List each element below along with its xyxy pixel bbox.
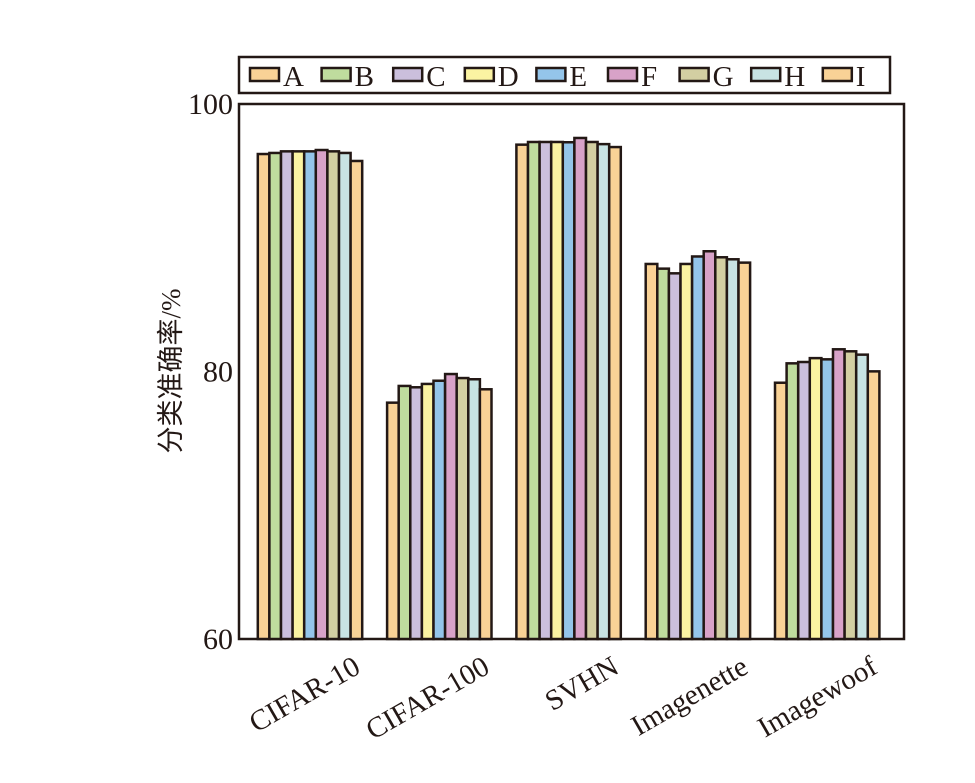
bar-E-Imagewoof	[820, 358, 835, 641]
bar-F-SVHN	[573, 136, 588, 641]
bar-B-CIFAR-10	[268, 151, 283, 641]
bar-H-SVHN	[596, 142, 611, 641]
bar-A-CIFAR-100	[385, 401, 400, 641]
legend-swatch-G	[678, 66, 710, 83]
bar-C-CIFAR-10	[279, 150, 294, 641]
legend-label: C	[426, 61, 445, 93]
y-axis-label: 分类准确率/%	[156, 289, 186, 454]
bar-D-Imagenette	[679, 262, 694, 641]
x-tick-label: CIFAR-10	[244, 650, 366, 739]
bar-B-CIFAR-100	[397, 384, 412, 641]
y-tick-label: 100	[188, 88, 233, 121]
legend-label: E	[569, 61, 587, 93]
bar-F-CIFAR-100	[443, 372, 458, 641]
bar-H-CIFAR-10	[337, 151, 352, 641]
bar-A-Imagewoof	[773, 381, 788, 641]
bar-E-SVHN	[561, 141, 576, 641]
legend-swatch-F	[606, 66, 639, 83]
bar-A-CIFAR-10	[256, 152, 271, 641]
bar-E-CIFAR-10	[302, 150, 318, 641]
bar-E-CIFAR-100	[432, 379, 447, 641]
bar-G-Imagewoof	[843, 350, 858, 641]
bar-G-SVHN	[584, 140, 599, 641]
bar-E-Imagenette	[690, 255, 705, 641]
legend-swatch-B	[320, 66, 352, 83]
bar-G-CIFAR-100	[455, 376, 470, 641]
legend-swatch-A	[248, 66, 281, 83]
legend-swatch-D	[463, 66, 496, 83]
legend-label: H	[784, 61, 805, 93]
bar-I-SVHN	[607, 145, 623, 641]
legend-swatch-H	[749, 66, 782, 83]
legend-swatch-C	[391, 66, 424, 83]
legend-label: D	[498, 61, 519, 93]
bar-H-CIFAR-100	[467, 378, 482, 641]
legend-label: B	[355, 61, 374, 93]
bar-C-CIFAR-100	[409, 386, 424, 641]
bar-D-CIFAR-100	[420, 382, 435, 641]
bar-F-Imagewoof	[831, 348, 846, 641]
x-tick-label: SVHN	[540, 650, 624, 717]
bar-D-Imagewoof	[808, 356, 823, 641]
bar-I-CIFAR-10	[349, 159, 364, 641]
legend-label: G	[713, 61, 734, 93]
legend-swatch-E	[535, 66, 567, 83]
bar-C-SVHN	[538, 140, 553, 641]
bar-D-SVHN	[549, 140, 565, 641]
y-tick-label: 80	[203, 356, 233, 389]
bar-G-Imagenette	[714, 256, 729, 641]
bar-I-Imagewoof	[866, 370, 881, 641]
bar-B-Imagewoof	[785, 362, 800, 641]
x-tick-label: Imagewoof	[752, 650, 883, 744]
x-tick-label: CIFAR-100	[361, 650, 495, 746]
y-tick-label: 60	[203, 623, 233, 656]
bar-H-Imagewoof	[854, 353, 870, 641]
bar-C-Imagewoof	[796, 360, 812, 641]
bar-C-Imagenette	[667, 272, 682, 641]
bar-B-SVHN	[526, 140, 541, 641]
bar-G-CIFAR-10	[326, 150, 341, 641]
legend-label: A	[283, 61, 304, 93]
bar-A-SVHN	[515, 143, 530, 641]
legend-label: I	[856, 61, 866, 93]
bar-F-CIFAR-10	[314, 148, 329, 641]
bar-A-Imagenette	[644, 262, 659, 641]
bar-B-Imagenette	[656, 267, 671, 641]
bar-H-Imagenette	[725, 258, 740, 641]
legend-label: F	[641, 61, 657, 93]
legend-swatch-I	[821, 66, 854, 83]
bar-F-Imagenette	[702, 250, 717, 641]
x-tick-label: Imagenette	[626, 650, 754, 742]
bar-D-CIFAR-10	[291, 150, 306, 641]
bar-I-CIFAR-100	[478, 388, 493, 641]
bar-I-Imagenette	[737, 261, 752, 641]
